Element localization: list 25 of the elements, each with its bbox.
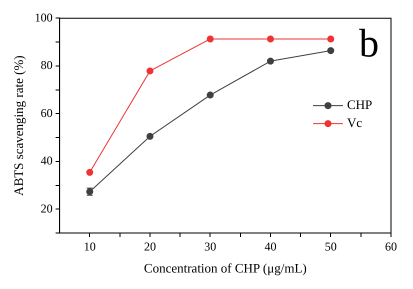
point	[327, 35, 334, 42]
point	[86, 168, 94, 176]
y-tick-label: 80	[40, 58, 53, 72]
y-tick-label: 60	[40, 106, 53, 120]
point	[266, 58, 274, 65]
annotation: b	[359, 20, 379, 66]
legend-label: CHP	[347, 97, 372, 112]
point	[206, 92, 214, 99]
point	[266, 35, 274, 42]
point	[146, 67, 154, 74]
y-tick-label: 20	[40, 201, 53, 216]
x-tick-label: 30	[204, 239, 216, 254]
x-axis-title: Concentration of CHP (μg/mL)	[144, 260, 307, 276]
x-tick-label: 60	[385, 239, 397, 254]
legend-label: Vc	[347, 115, 362, 130]
point	[146, 132, 154, 140]
x-tick-label: 50	[324, 239, 337, 254]
point	[206, 35, 214, 42]
y-tick-label: 100	[34, 10, 53, 24]
x-tick-label: 20	[144, 239, 156, 254]
point	[327, 47, 334, 54]
x-tick-label: 40	[264, 239, 276, 254]
y-axis-title: ABTS scavenging rate (%)	[11, 55, 26, 196]
x-tick-label: 10	[84, 239, 96, 254]
y-tick-label: 40	[40, 154, 53, 168]
